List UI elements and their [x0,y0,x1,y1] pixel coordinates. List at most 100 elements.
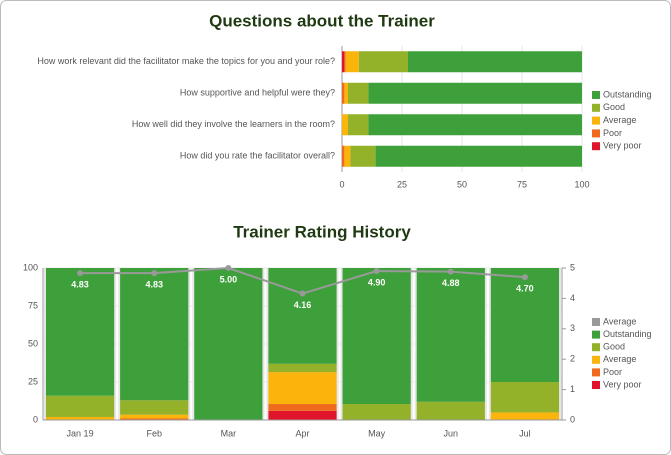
bar-segment [268,268,337,364]
legend-swatch [592,343,600,352]
legend-swatch [592,142,600,151]
bar-segment [490,382,560,413]
y-tick-label: 75 [28,300,38,310]
y-tick-label: 50 [28,338,38,348]
bar-segment [375,145,582,167]
bar-segment [490,412,560,420]
legend-label: Average [603,354,636,364]
x-tick-label: Jan 19 [67,428,94,438]
legend-swatch [592,318,600,326]
x-tick-label: Apr [295,428,309,438]
bar-segment [350,145,376,167]
y-tick-label: How did you rate the facilitator overall… [180,151,335,161]
bar-segment [194,268,263,420]
bar-segment [120,268,189,401]
line-point [447,268,454,275]
line-point [521,274,528,281]
legend-swatch [592,381,600,389]
data-label: 4.83 [71,280,89,290]
y2-tick-label: 1 [570,384,575,394]
bar-segment [268,410,337,420]
bar-segment [342,145,345,167]
bar-segment [342,82,345,104]
chart-title: Trainer Rating History [233,222,411,241]
y2-tick-label: 0 [570,414,575,424]
bar-segment [45,268,115,396]
y-tick-label: How supportive and helpful were they? [180,88,335,98]
legend-swatch [592,129,600,138]
bar-segment [344,51,346,73]
bar-segment [345,51,359,73]
legend-swatch [592,91,600,99]
x-tick-label: Jul [519,428,531,438]
y2-tick-label: 3 [570,323,575,333]
bar-segment [416,401,485,420]
legend-label: Outstanding [603,89,652,99]
y-tick-label: 0 [33,414,38,424]
x-tick-label: May [368,428,386,438]
bar-segment [490,268,560,382]
x-tick-label: 100 [574,179,589,189]
data-label: 4.90 [368,277,386,287]
bar-segment [120,418,189,420]
bar-segment [120,414,189,419]
bar-segment [344,145,351,167]
y2-tick-label: 4 [570,293,575,303]
line-point [373,268,380,275]
legend-label: Average [603,316,636,326]
line-point [151,270,158,277]
data-label: 5.00 [220,274,238,284]
legend-label: Very poor [603,141,642,151]
legend-label: Poor [603,128,622,138]
x-tick-label: 0 [339,179,344,189]
data-label: 4.88 [442,278,460,288]
y-tick-label: How well did they involve the learners i… [132,119,335,129]
bar-segment [342,404,411,420]
legend-swatch [592,116,600,125]
y-tick-label: How work relevant did the facilitator ma… [37,56,335,66]
chart-title: Questions about the Trainer [209,11,435,30]
bar-segment [45,416,115,420]
legend-swatch [592,103,600,112]
data-label: 4.70 [516,283,534,293]
bar-segment [408,51,582,73]
legend-label: Good [603,102,625,112]
bar-segment [416,268,485,402]
data-label: 4.83 [145,280,163,290]
line-point [225,265,232,271]
bar-segment [268,404,337,411]
x-tick-label: 75 [517,179,527,189]
legend-label: Good [603,342,625,352]
bar-segment [368,114,582,136]
y2-tick-label: 5 [570,262,575,272]
bar-segment [348,114,369,136]
legend-swatch [592,355,600,364]
legend-swatch [592,368,600,377]
bar-segment [358,51,408,73]
y-tick-label: 25 [28,376,38,386]
bar-segment [342,51,345,73]
legend-label: Poor [603,367,622,377]
y2-tick-label: 2 [570,354,575,364]
x-tick-label: 50 [457,179,467,189]
bar-segment [342,114,348,136]
legend-label: Average [603,115,636,125]
x-tick-label: Feb [146,428,162,438]
bar-segment [342,268,411,405]
bar-segment [268,372,337,405]
bar-segment [368,82,582,104]
y-tick-label: 100 [23,262,38,272]
bar-segment [348,82,369,104]
bar-segment [344,82,348,104]
legend-label: Very poor [603,379,642,389]
x-tick-label: Jun [444,428,459,438]
line-point [77,270,84,277]
legend-label: Outstanding [603,329,652,339]
bar-segment [120,400,189,415]
data-label: 4.16 [294,300,312,310]
bar-segment [45,395,115,417]
bar-segment [268,363,337,373]
x-tick-label: Mar [221,428,237,438]
line-point [299,290,306,297]
